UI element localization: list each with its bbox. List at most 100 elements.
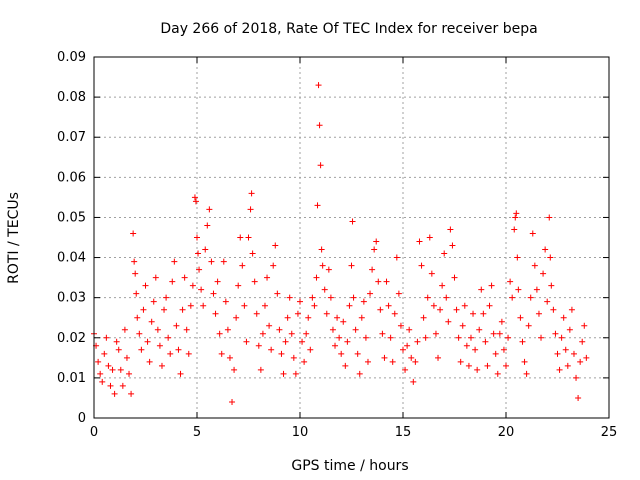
data-point <box>224 326 231 333</box>
data-point <box>126 370 133 377</box>
data-point <box>498 318 505 325</box>
data-point <box>418 262 425 269</box>
data-point <box>461 302 468 309</box>
data-point <box>261 302 268 309</box>
data-point <box>278 350 285 357</box>
x-axis-ticks: 0 5 10 15 20 25 <box>90 57 617 440</box>
data-point <box>248 190 255 197</box>
data-point <box>447 226 454 233</box>
data-point <box>101 350 108 357</box>
data-point <box>318 246 325 253</box>
data-point <box>243 338 250 345</box>
data-point <box>294 310 301 317</box>
data-point <box>402 366 409 373</box>
data-point <box>414 338 421 345</box>
data-point <box>233 314 240 321</box>
data-point <box>194 234 200 241</box>
data-point <box>404 342 411 349</box>
data-point <box>412 358 419 365</box>
data-point <box>544 298 551 305</box>
data-point <box>387 334 394 341</box>
data-point <box>509 294 516 301</box>
plot-frame <box>93 56 610 419</box>
y-tick-label: 0.08 <box>57 90 86 105</box>
data-point <box>259 330 266 337</box>
y-tick-label: 0.02 <box>57 331 86 346</box>
data-point <box>391 310 398 317</box>
data-point <box>426 234 433 241</box>
data-point <box>362 334 369 341</box>
data-point <box>428 270 435 277</box>
data-point <box>255 342 262 349</box>
y-tick-label: 0.07 <box>57 130 86 145</box>
data-point <box>455 334 462 341</box>
data-point <box>336 334 343 341</box>
data-point <box>560 314 567 321</box>
data-point <box>317 162 324 169</box>
data-point <box>514 254 521 261</box>
y-tick-label: 0.03 <box>57 291 86 306</box>
data-point <box>531 262 538 269</box>
data-point <box>229 398 236 405</box>
data-point <box>241 302 248 309</box>
data-point <box>463 342 470 349</box>
data-point <box>97 370 104 377</box>
data-point <box>400 346 406 353</box>
data-point <box>323 310 330 317</box>
data-point <box>235 282 242 289</box>
data-point <box>529 230 536 237</box>
data-point <box>494 370 501 377</box>
data-point <box>195 250 202 257</box>
data-point <box>136 330 143 337</box>
data-point <box>538 334 545 341</box>
data-point <box>321 286 328 293</box>
data-point <box>105 362 112 369</box>
data-point <box>542 246 549 253</box>
data-point <box>202 246 209 253</box>
data-point <box>226 354 233 361</box>
data-point <box>556 366 563 373</box>
data-point <box>313 274 320 281</box>
data-point <box>270 262 277 269</box>
data-point <box>445 318 452 325</box>
data-point <box>505 334 512 341</box>
data-point <box>280 370 287 377</box>
data-point <box>245 234 252 241</box>
data-point <box>348 262 355 269</box>
data-point <box>276 326 283 333</box>
data-point <box>552 330 559 337</box>
data-point <box>146 358 153 365</box>
data-point <box>470 310 477 317</box>
data-point <box>173 322 180 329</box>
x-tick-label: 20 <box>498 425 515 440</box>
data-point <box>575 394 582 401</box>
data-point <box>459 322 466 329</box>
data-point <box>352 326 359 333</box>
data-point <box>309 294 316 301</box>
data-point <box>420 314 427 321</box>
x-tick-label: 5 <box>193 425 201 440</box>
data-point <box>476 326 483 333</box>
data-point <box>548 282 555 289</box>
data-point <box>496 330 503 337</box>
data-point <box>393 254 400 261</box>
data-point <box>364 358 371 365</box>
data-point <box>109 366 116 373</box>
data-point <box>210 290 217 297</box>
y-axis-label: ROTI / TECUs <box>6 192 22 284</box>
data-point <box>315 82 322 89</box>
data-point <box>189 282 196 289</box>
data-point <box>389 358 396 365</box>
data-point <box>183 326 190 333</box>
data-point <box>439 282 446 289</box>
data-point <box>523 370 530 377</box>
data-point <box>165 334 172 341</box>
data-point <box>371 246 378 253</box>
data-point <box>583 354 590 361</box>
data-point <box>507 278 514 285</box>
data-point <box>484 362 491 369</box>
data-point <box>408 354 415 361</box>
data-point <box>142 282 149 289</box>
data-point <box>152 274 159 281</box>
data-point <box>181 274 188 281</box>
